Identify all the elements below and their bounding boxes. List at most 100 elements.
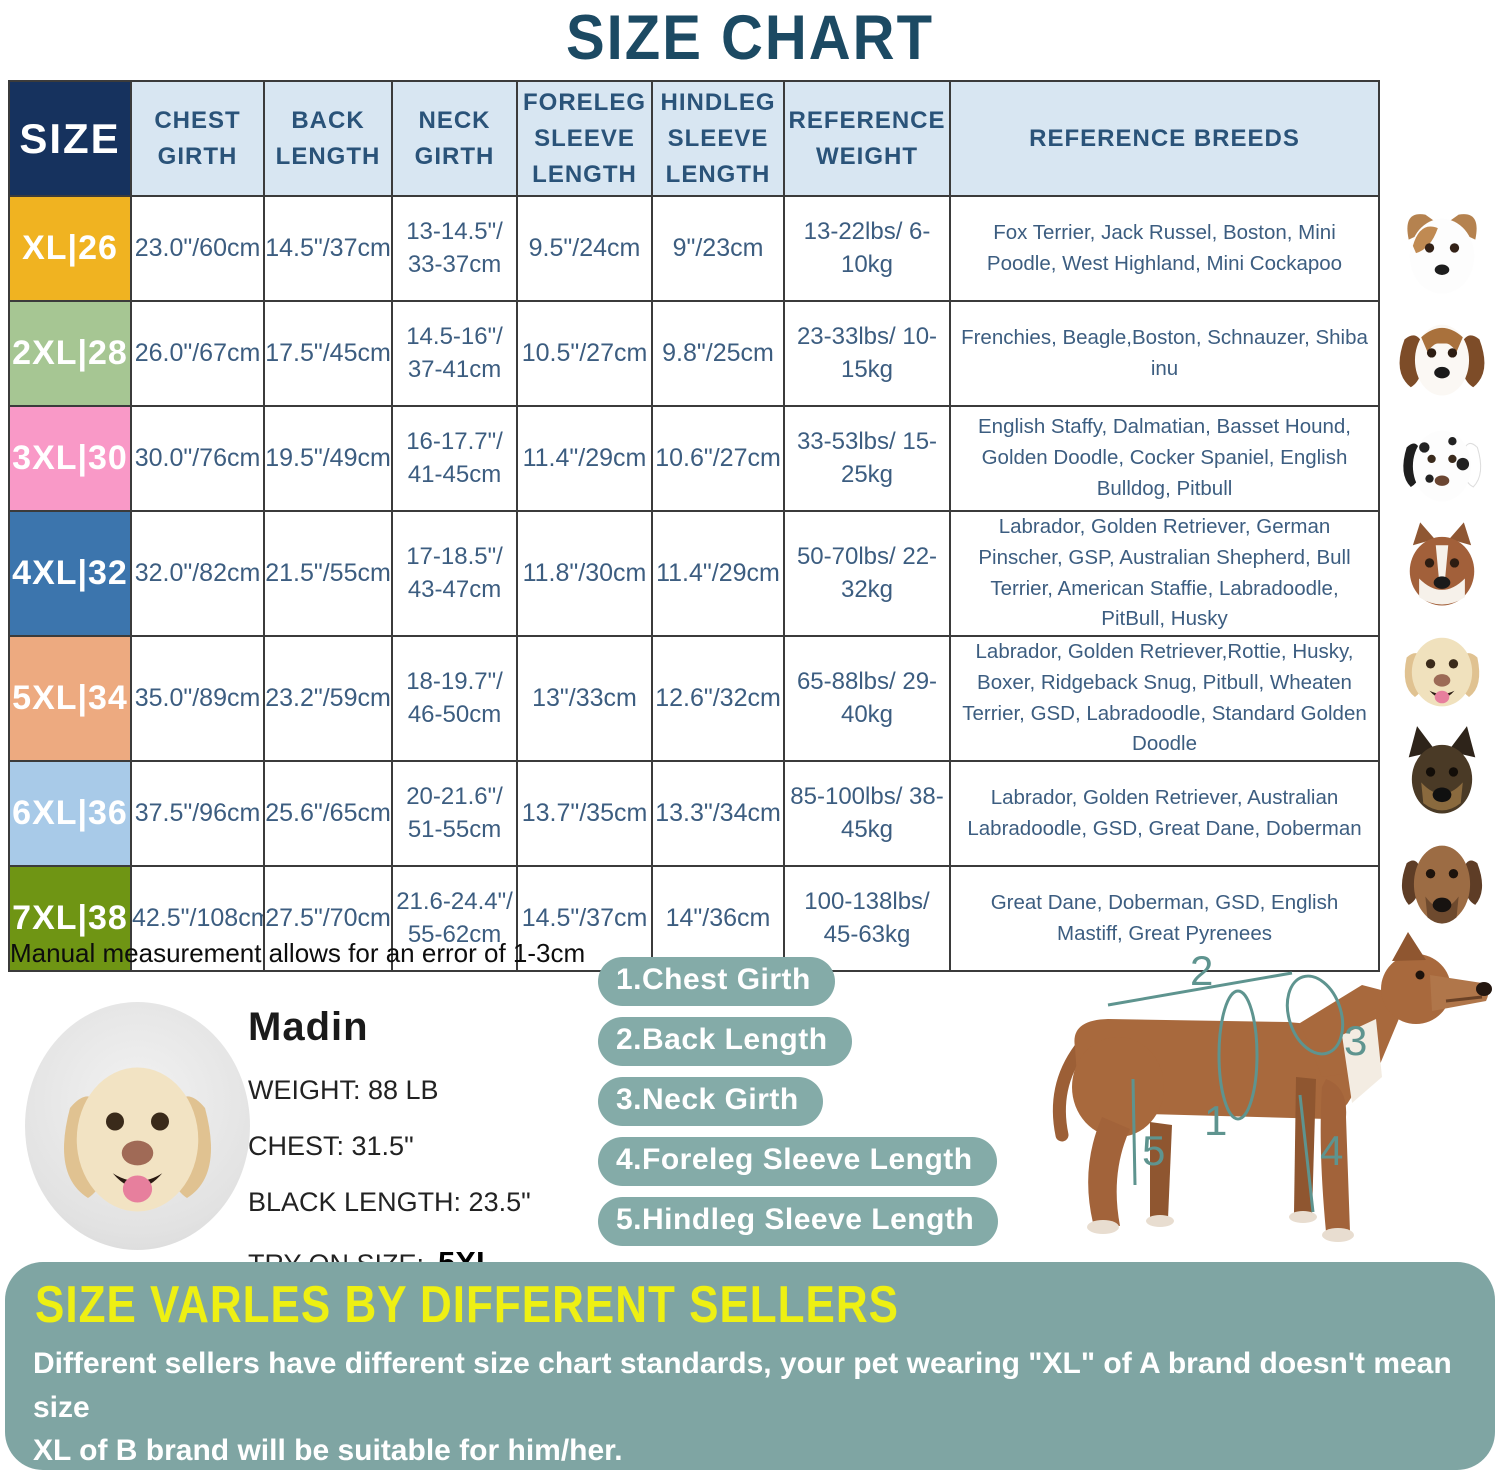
weight-value: 50-70lbs/ 22-32kg: [783, 510, 951, 637]
table-row: XL|26 23.0"/60cm 14.5"/37cm 13-14.5"/ 33…: [8, 195, 1380, 302]
madin-back-length: BLACK LENGTH: 23.5": [248, 1187, 531, 1217]
neck-value: 18-19.7"/ 46-50cm: [391, 635, 518, 762]
back-length-line: [1107, 971, 1293, 1007]
foreleg-value: 9.5"/24cm: [516, 195, 653, 302]
header-size: SIZE: [8, 80, 132, 197]
table-header-row: SIZE CHEST GIRTH BACK LENGTH NECK GIRTH …: [8, 80, 1380, 197]
hindleg-value: 10.6"/27cm: [651, 405, 785, 512]
neck-value: 20-21.6"/ 51-55cm: [391, 760, 518, 867]
breeds-value: Frenchies, Beagle,Boston, Schnauzer, Shi…: [949, 300, 1380, 407]
back-value: 27.5"/70cm: [263, 865, 393, 972]
chest-value: 30.0"/76cm: [130, 405, 265, 512]
chest-value: 37.5"/96cm: [130, 760, 265, 867]
measured-dog-diagram: 2 1 3 4 5: [1000, 926, 1500, 1262]
neck-value: 21.6-24.4"/ 55-62cm: [391, 865, 518, 972]
breeds-value: Fox Terrier, Jack Russel, Boston, Mini P…: [949, 195, 1380, 302]
chest-value: 32.0"/82cm: [130, 510, 265, 637]
dog-photo-beagle: [1390, 304, 1494, 408]
weight-value: 100-138lbs/ 45-63kg: [783, 865, 951, 972]
diagram-number-neck: 3: [1344, 1017, 1367, 1064]
legend-chest-girth: 1.Chest Girth: [598, 957, 835, 1006]
breeds-value: Great Dane, Doberman, GSD, English Masti…: [949, 865, 1380, 972]
hindleg-value: 12.6"/32cm: [651, 635, 785, 762]
breeds-value: English Staffy, Dalmatian, Basset Hound,…: [949, 405, 1380, 512]
dog-foreleg-near: [1320, 1079, 1350, 1232]
size-label: 7XL|38: [8, 865, 132, 972]
foreleg-value: 10.5"/27cm: [516, 300, 653, 407]
hindleg-length-line: [1131, 1078, 1137, 1186]
chest-value: 23.0"/60cm: [130, 195, 265, 302]
chest-value: 42.5"/108cm: [130, 865, 265, 972]
foreleg-length-line: [1298, 1094, 1315, 1213]
neck-value: 14.5-16"/ 37-41cm: [391, 300, 518, 407]
warning-line-1: Different sellers have different size ch…: [33, 1347, 1452, 1424]
page-title: SIZE CHART: [566, 3, 934, 74]
chest-value: 35.0"/89cm: [130, 635, 265, 762]
warning-line-2: XL of B brand will be suitable for him/h…: [33, 1434, 623, 1467]
madin-name: Madin: [248, 1005, 369, 1049]
dog-eye: [1415, 970, 1425, 980]
madin-weight: WEIGHT: 88 LB: [248, 1075, 439, 1105]
table-row: 4XL|32 32.0"/82cm 21.5"/55cm 17-18.5"/ 4…: [8, 510, 1380, 637]
hindleg-value: 11.4"/29cm: [651, 510, 785, 637]
diagram-number-hindleg: 5: [1142, 1127, 1165, 1174]
size-label: 2XL|28: [8, 300, 132, 407]
weight-value: 65-88lbs/ 29-40kg: [783, 635, 951, 762]
neck-girth-line: [1285, 974, 1345, 1056]
size-label: 4XL|32: [8, 510, 132, 637]
madin-chest: CHEST: 31.5": [248, 1131, 414, 1161]
header-hindleg-sleeve: HINDLEG SLEEVE LENGTH: [651, 80, 785, 197]
size-warning-box: SIZE VARLES BY DIFFERENT SELLERS Differe…: [5, 1262, 1495, 1470]
header-reference-breeds: REFERENCE BREEDS: [949, 80, 1380, 197]
back-value: 25.6"/65cm: [263, 760, 393, 867]
neck-value: 17-18.5"/ 43-47cm: [391, 510, 518, 637]
dog-hindleg-near: [1088, 1117, 1130, 1226]
back-value: 19.5"/49cm: [263, 405, 393, 512]
dog-photo-jack-russell: [1390, 198, 1494, 302]
foreleg-value: 11.4"/29cm: [516, 405, 653, 512]
diagram-number-foreleg: 4: [1320, 1127, 1343, 1174]
hindleg-value: 9.8"/25cm: [651, 300, 785, 407]
table-row: 7XL|38 42.5"/108cm 27.5"/70cm 21.6-24.4"…: [8, 865, 1380, 972]
hindleg-value: 9"/23cm: [651, 195, 785, 302]
size-label: 3XL|30: [8, 405, 132, 512]
size-label: 5XL|34: [8, 635, 132, 762]
foreleg-value: 13"/33cm: [516, 635, 653, 762]
weight-value: 33-53lbs/ 15-25kg: [783, 405, 951, 512]
dog-hip: [1072, 1037, 1164, 1137]
madin-info: Madin WEIGHT: 88 LB CHEST: 31.5" BLACK L…: [248, 1005, 531, 1281]
weight-value: 13-22lbs/ 6-10kg: [783, 195, 951, 302]
header-back-length: BACK LENGTH: [263, 80, 393, 197]
legend-neck-girth: 3.Neck Girth: [598, 1077, 823, 1126]
dog-photo-dalmatian: [1390, 410, 1494, 514]
dog-photo-german-shepherd: [1390, 722, 1494, 826]
diagram-number-chest: 1: [1204, 1097, 1227, 1144]
diagram-number-back: 2: [1190, 947, 1213, 994]
dog-tail: [1052, 1042, 1087, 1142]
dog-muzzle: [1430, 975, 1489, 1011]
dog-photo-great-dane: [1390, 826, 1494, 938]
weight-value: 85-100lbs/ 38-45kg: [783, 760, 951, 867]
size-warning-text: Different sellers have different size ch…: [33, 1342, 1491, 1477]
header-reference-weight: REFERENCE WEIGHT: [783, 80, 951, 197]
dog-photo-labrador: [1390, 618, 1494, 722]
header-neck-girth: NECK GIRTH: [391, 80, 518, 197]
legend-foreleg-sleeve: 4.Foreleg Sleeve Length: [598, 1137, 997, 1186]
chest-girth-line: [1217, 989, 1259, 1121]
size-label: 6XL|36: [8, 760, 132, 867]
breeds-value: Labrador, Golden Retriever, Australian L…: [949, 760, 1380, 867]
neck-value: 13-14.5"/ 33-37cm: [391, 195, 518, 302]
foreleg-value: 13.7"/35cm: [516, 760, 653, 867]
table-row: 2XL|28 26.0"/67cm 17.5"/45cm 14.5-16"/ 3…: [8, 300, 1380, 407]
back-value: 17.5"/45cm: [263, 300, 393, 407]
back-value: 21.5"/55cm: [263, 510, 393, 637]
hindleg-value: 13.3"/34cm: [651, 760, 785, 867]
weight-value: 23-33lbs/ 10-15kg: [783, 300, 951, 407]
size-warning-headline: SIZE VARLES BY DIFFERENT SELLERS: [35, 1276, 900, 1334]
table-row: 3XL|30 30.0"/76cm 19.5"/49cm 16-17.7"/ 4…: [8, 405, 1380, 512]
chest-value: 26.0"/67cm: [130, 300, 265, 407]
measurement-legend: 1.Chest Girth 2.Back Length 3.Neck Girth…: [598, 957, 999, 1246]
legend-hindleg-sleeve: 5.Hindleg Sleeve Length: [598, 1197, 999, 1246]
breeds-value: Labrador, Golden Retriever, German Pinsc…: [949, 510, 1380, 637]
